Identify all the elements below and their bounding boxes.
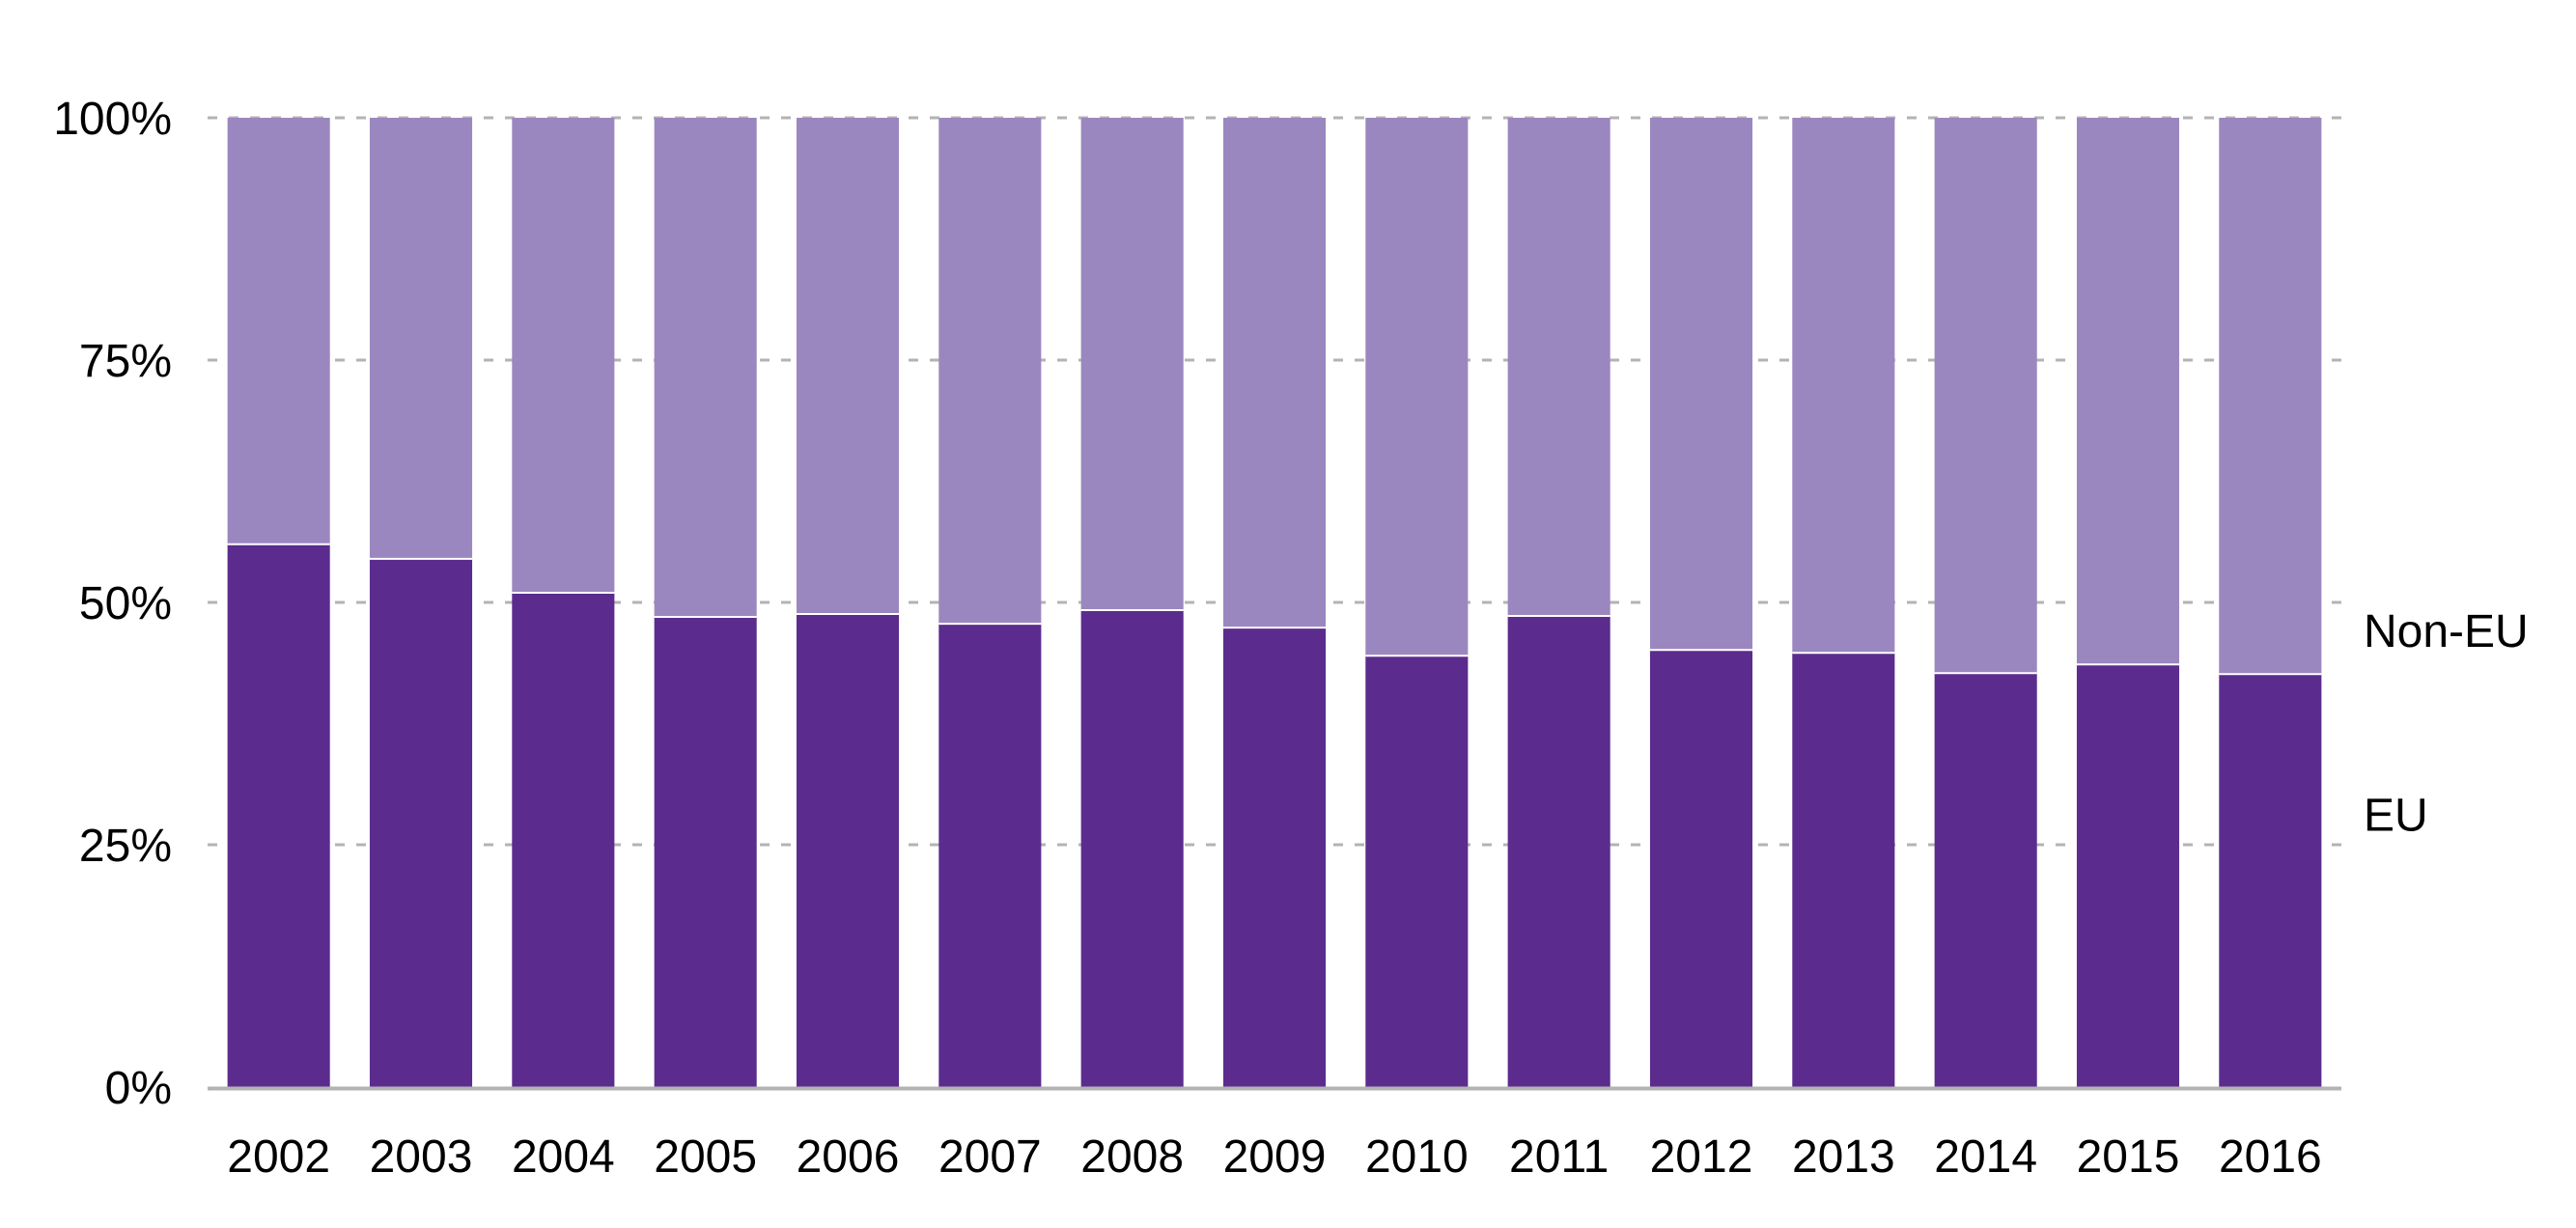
bar-segment-non-eu-2004 <box>512 118 615 593</box>
x-tick-label: 2005 <box>654 1131 757 1183</box>
bar-segment-eu-2014 <box>1934 673 2037 1087</box>
bar-segment-non-eu-2009 <box>1222 118 1327 628</box>
bar-segment-eu-2002 <box>227 544 330 1087</box>
bar-segment-non-eu-2006 <box>796 118 900 615</box>
bar-segment-non-eu-2002 <box>227 118 330 544</box>
bar-segment-eu-2005 <box>654 617 757 1087</box>
bar-segment-non-eu-2015 <box>2076 118 2180 665</box>
bar-segment-eu-2011 <box>1507 616 1610 1087</box>
bar-segment-eu-2010 <box>1365 656 1469 1087</box>
x-tick-label: 2009 <box>1223 1131 1327 1183</box>
x-tick-label: 2010 <box>1365 1131 1469 1183</box>
x-tick-label: 2013 <box>1792 1131 1895 1183</box>
y-tick-label: 25% <box>79 821 172 872</box>
bar-segment-eu-2012 <box>1649 650 1753 1087</box>
x-tick-label: 2011 <box>1509 1131 1609 1183</box>
bar-segment-non-eu-2014 <box>1934 118 2037 674</box>
bar-segment-eu-2008 <box>1080 610 1184 1087</box>
x-tick-label: 2016 <box>2219 1131 2322 1183</box>
bar-segment-non-eu-2012 <box>1649 118 1753 651</box>
x-tick-label: 2004 <box>512 1131 615 1183</box>
bar-segment-non-eu-2007 <box>938 118 1042 625</box>
x-tick-label: 2003 <box>370 1131 473 1183</box>
x-tick-label: 2015 <box>2077 1131 2180 1183</box>
legend-label-non-eu: Non-EU <box>2364 606 2529 657</box>
bar-segment-eu-2006 <box>796 614 900 1087</box>
bar-segment-non-eu-2010 <box>1365 118 1469 656</box>
bar-segment-non-eu-2005 <box>654 118 757 618</box>
legend: EU Non-EU <box>2364 606 2529 842</box>
bar-segment-non-eu-2003 <box>369 118 473 559</box>
axes: 0% 25% 50% 75% 100% 2002 2003 2004 2005 2006 2007 2… <box>53 94 2341 1183</box>
x-tick-label: 2012 <box>1650 1131 1753 1183</box>
bar-segment-non-eu-2016 <box>2219 118 2322 675</box>
legend-label-eu: EU <box>2364 791 2428 842</box>
bar-segment-non-eu-2011 <box>1507 118 1610 617</box>
x-tick-label: 2002 <box>227 1131 330 1183</box>
bar-segment-non-eu-2008 <box>1080 118 1184 611</box>
bar-segment-eu-2013 <box>1792 653 1895 1087</box>
x-tick-label: 2008 <box>1080 1131 1184 1183</box>
x-tick-label: 2014 <box>1934 1131 2037 1183</box>
y-tick-label: 0% <box>105 1063 172 1114</box>
bar-segment-eu-2016 <box>2219 674 2322 1087</box>
y-tick-label: 50% <box>79 578 172 629</box>
bar-segment-eu-2009 <box>1222 628 1327 1087</box>
bar-segment-eu-2007 <box>938 624 1042 1087</box>
x-tick-label: 2007 <box>938 1131 1042 1183</box>
y-tick-label: 100% <box>53 94 172 145</box>
y-tick-label: 75% <box>79 336 172 387</box>
x-tick-label: 2006 <box>797 1131 900 1183</box>
bars <box>227 118 2322 1087</box>
bar-segment-eu-2004 <box>512 592 615 1087</box>
bar-segment-eu-2015 <box>2076 664 2180 1087</box>
bar-segment-non-eu-2013 <box>1792 118 1895 654</box>
bar-segment-eu-2003 <box>369 558 473 1087</box>
